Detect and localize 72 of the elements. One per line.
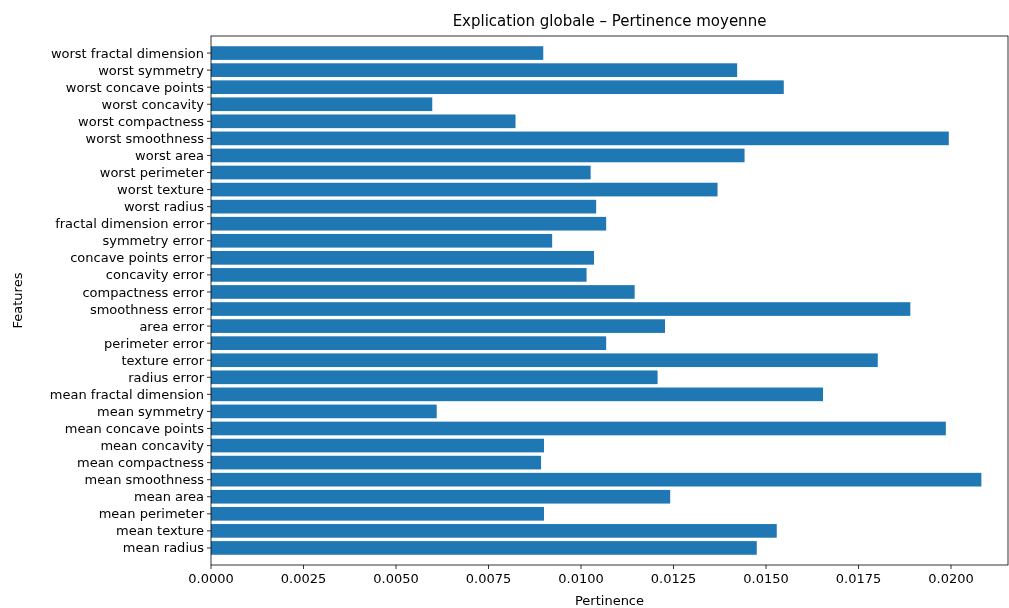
x-tick-label: 0.0050 [373, 571, 419, 586]
bar [211, 438, 545, 453]
y-tick-label: concave points error [70, 250, 205, 266]
x-tick-label: 0.0000 [188, 571, 234, 586]
chart-title: Explication globale – Pertinence moyenne [452, 12, 767, 30]
bar [211, 131, 949, 146]
y-tick-label: worst texture [117, 182, 204, 198]
bar [211, 233, 553, 248]
bar [211, 199, 597, 214]
y-tick-label: mean concave points [64, 421, 205, 437]
x-tick-label: 0.0125 [650, 571, 697, 586]
y-tick-label: smoothness error [89, 301, 205, 317]
bar [211, 285, 635, 299]
bar [211, 63, 738, 77]
x-tick-label: 0.0175 [835, 571, 882, 586]
bar [211, 421, 946, 436]
y-tick-label: texture error [121, 352, 205, 368]
y-tick-label: mean texture [116, 523, 204, 539]
y-tick-label: concavity error [105, 267, 205, 283]
bar [211, 472, 982, 487]
bar [211, 148, 745, 163]
bar [211, 404, 437, 419]
y-tick-label: mean concavity [100, 438, 205, 454]
y-tick-label: mean radius [122, 540, 205, 556]
bar [211, 251, 594, 265]
bar [211, 455, 542, 470]
y-tick-label: compactness error [82, 284, 205, 300]
y-tick-label: worst smoothness [85, 130, 205, 146]
y-tick-label: symmetry error [102, 233, 205, 249]
bar [211, 80, 784, 95]
x-tick-label: 0.0100 [558, 571, 604, 586]
x-tick-label: 0.0075 [465, 571, 512, 586]
x-axis-title: Pertinence [574, 593, 645, 608]
y-tick-label: mean compactness [76, 455, 205, 471]
bar [211, 97, 433, 112]
y-tick-label: worst radius [123, 199, 205, 215]
y-tick-label: mean perimeter [98, 506, 205, 522]
bar [211, 216, 607, 231]
bar [211, 114, 516, 129]
y-tick-label: worst perimeter [99, 165, 205, 181]
bar [211, 268, 587, 282]
y-tick-label: radius error [128, 369, 205, 385]
x-tick-label: 0.0025 [280, 571, 327, 586]
y-tick-label: fractal dimension error [55, 216, 205, 232]
bar [211, 165, 591, 180]
x-tick-label: 0.0200 [928, 571, 974, 586]
y-tick-label: worst symmetry [98, 62, 205, 78]
bar [211, 353, 878, 368]
y-tick-label: area error [139, 318, 205, 334]
bar [211, 489, 671, 504]
y-tick-label: worst area [135, 148, 204, 163]
bar [211, 387, 823, 402]
x-tick-label: 0.0150 [743, 571, 789, 586]
bar [211, 46, 544, 60]
y-tick-label: mean fractal dimension [49, 386, 204, 402]
y-tick-label: worst concavity [101, 96, 205, 112]
y-axis-title: Features [10, 272, 25, 329]
y-tick-label: worst fractal dimension [50, 45, 204, 61]
bar [211, 541, 757, 555]
bar [211, 370, 658, 385]
y-tick-label: worst concave points [65, 79, 205, 95]
bar [211, 506, 545, 521]
bar [211, 302, 911, 316]
y-tick-label: perimeter error [104, 335, 205, 351]
bar [211, 524, 777, 538]
bar [211, 319, 665, 333]
bar [211, 182, 718, 197]
y-tick-label: mean area [134, 489, 204, 505]
y-tick-label: mean symmetry [97, 403, 205, 419]
bar [211, 336, 607, 350]
y-tick-label: worst compactness [78, 113, 205, 129]
y-tick-label: mean smoothness [84, 472, 205, 488]
